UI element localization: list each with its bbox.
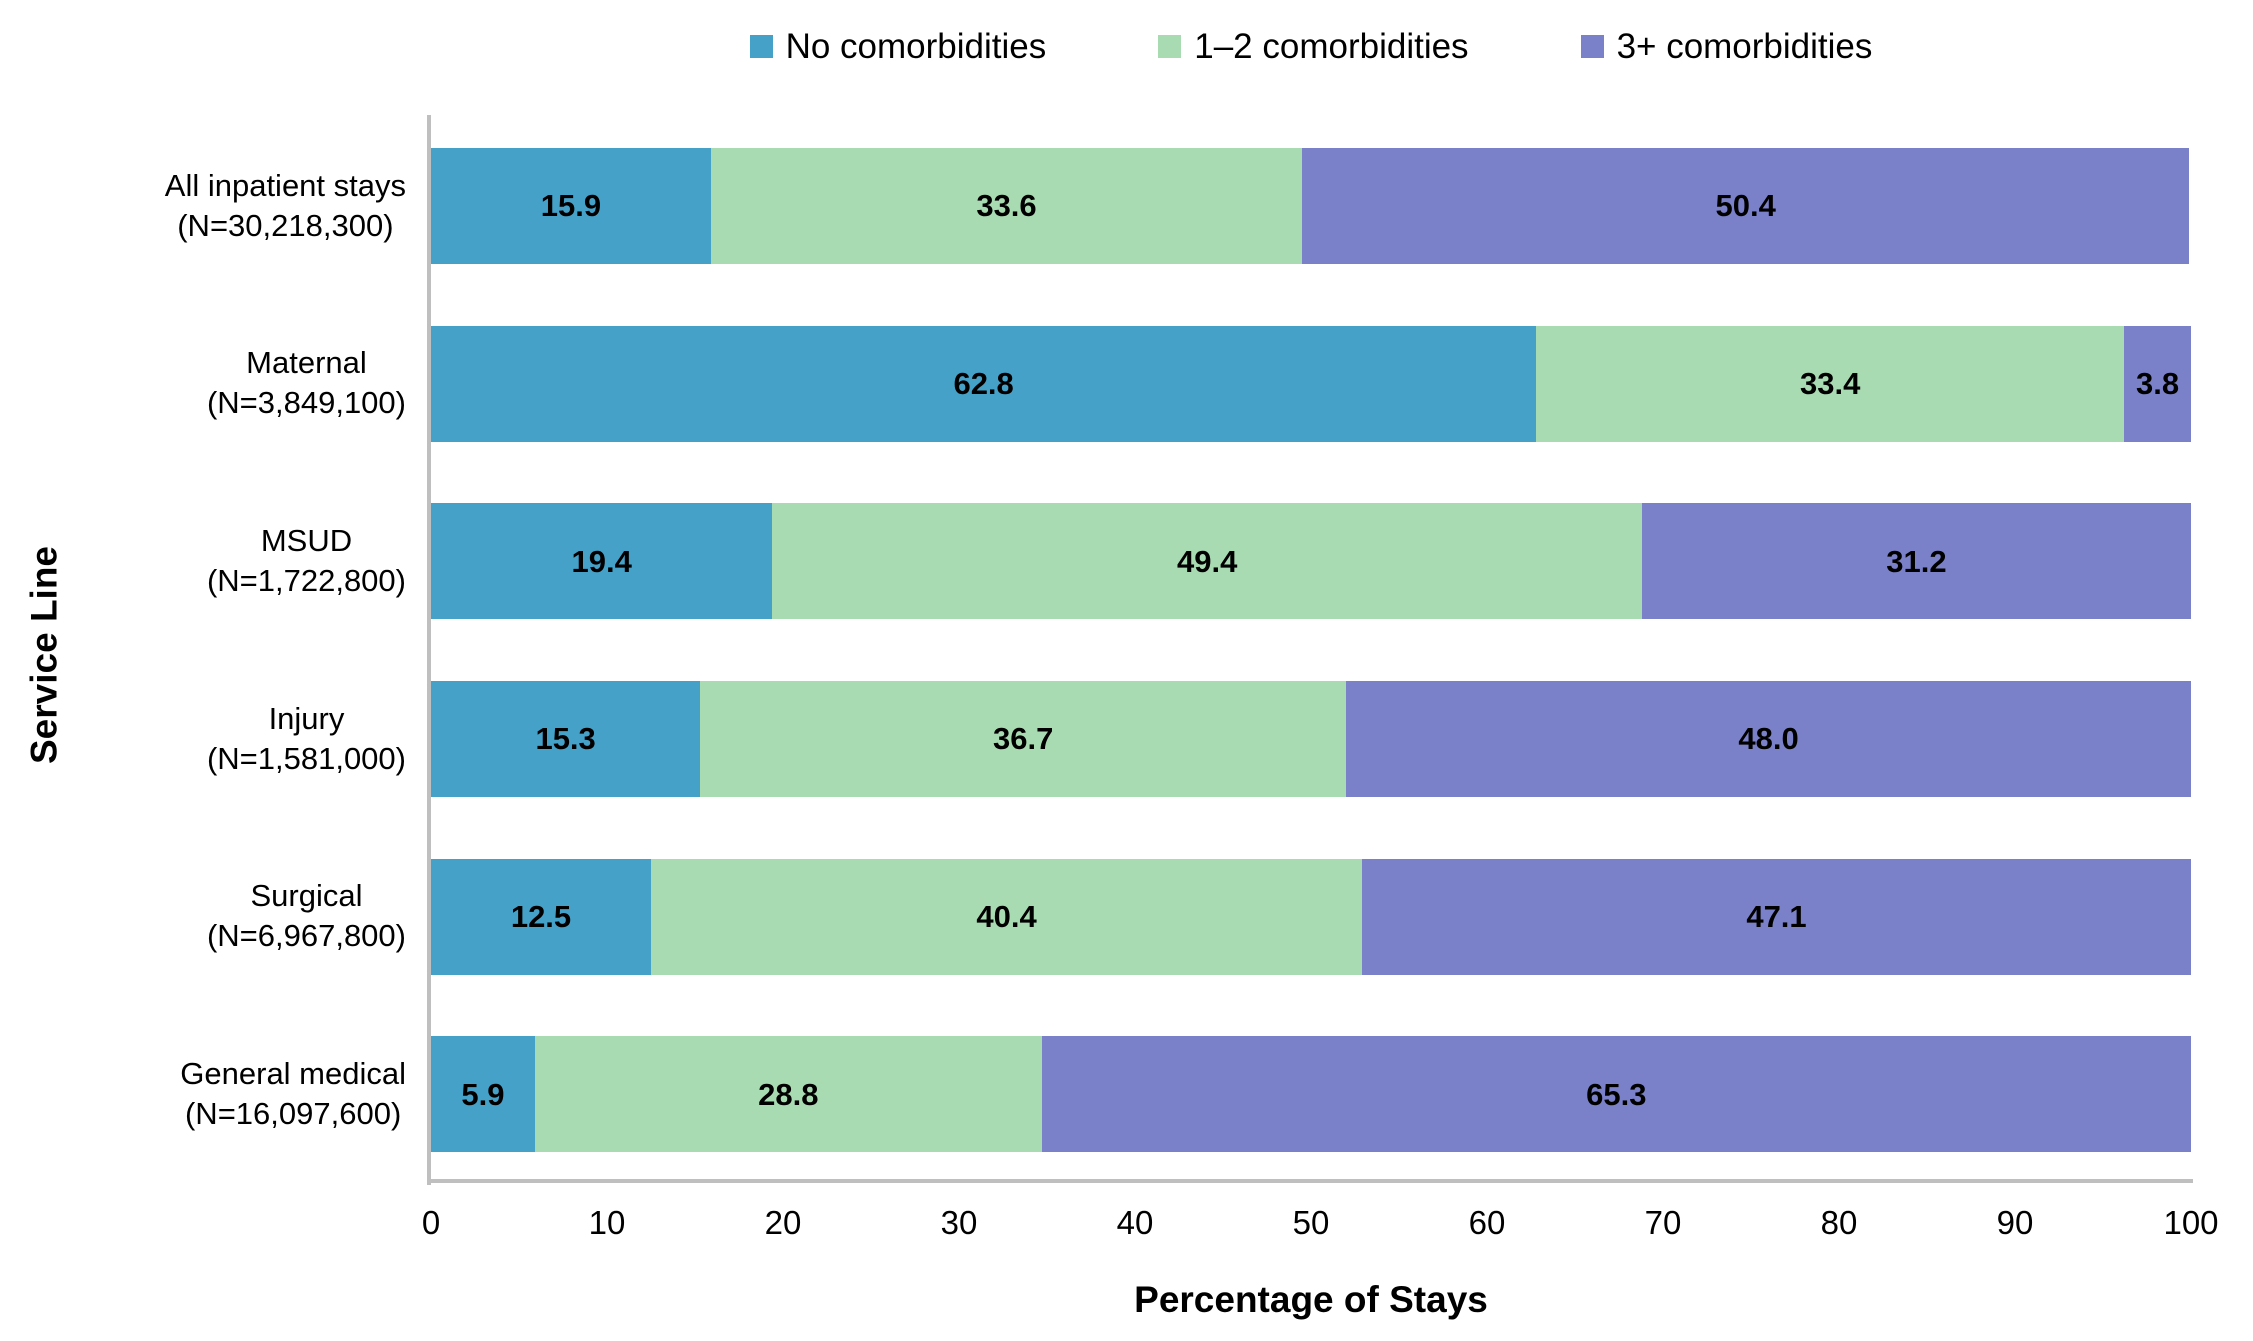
category-label: Injury (N=1,581,000) xyxy=(207,650,406,828)
bar-segment-3+-comorbidities: 50.4 xyxy=(1302,147,2190,264)
segment-value-label: 28.8 xyxy=(758,1076,819,1112)
chart-legend: No comorbidities 1–2 comorbidities 3+ como… xyxy=(431,18,2191,74)
x-tick-label: 0 xyxy=(421,1204,441,1241)
category-n: (N=30,218,300) xyxy=(177,207,394,243)
x-tick-label: 70 xyxy=(1644,1204,1682,1241)
bar-segment-no-comorbidities: 15.3 xyxy=(431,680,701,797)
segment-value-label: 15.9 xyxy=(540,188,602,224)
stacked-bar: 12.5 40.4 47.1 xyxy=(431,858,2191,975)
bar-segment-1-2-comorbidities: 40.4 xyxy=(651,858,1363,975)
y-axis-title: Service Line xyxy=(23,545,65,765)
bar-segment-3+-comorbidities: 65.3 xyxy=(1041,1036,2191,1153)
stacked-bar: 19.4 49.4 31.2 xyxy=(431,503,2191,620)
segment-value-label: 40.4 xyxy=(976,899,1037,934)
segment-value-label: 36.7 xyxy=(993,721,1054,757)
legend-item-label: No comorbidities xyxy=(785,26,1047,66)
segment-value-label: 65.3 xyxy=(1586,1076,1647,1112)
bar-segment-no-comorbidities: 5.9 xyxy=(431,1036,535,1153)
stacked-bar: 15.3 36.7 48.0 xyxy=(431,680,2191,797)
category-n: (N=3,849,100) xyxy=(206,385,406,421)
legend-item-label: 1–2 comorbidities xyxy=(1194,26,1469,66)
segment-value-label: 5.9 xyxy=(461,1076,505,1112)
legend-item-1: 1–2 comorbidities xyxy=(1158,26,1469,66)
stacked-bar: 62.8 33.4 3.8 xyxy=(431,325,2191,442)
x-tick-label: 50 xyxy=(1292,1204,1330,1241)
x-tick-label: 80 xyxy=(1820,1204,1858,1241)
bar-segment-3+-comorbidities: 47.1 xyxy=(1362,858,2191,975)
x-tick-label: 20 xyxy=(764,1204,802,1241)
bar-segment-3+-comorbidities: 31.2 xyxy=(1641,503,2191,620)
x-tick-label: 10 xyxy=(588,1204,626,1241)
stacked-bar: 5.9 28.8 65.3 xyxy=(431,1036,2191,1153)
bar-segment-no-comorbidities: 12.5 xyxy=(431,858,651,975)
category-n: (N=1,581,000) xyxy=(206,740,406,776)
category-label: Surgical (N=6,967,800) xyxy=(207,828,406,1006)
segment-value-label: 19.4 xyxy=(571,543,632,579)
segment-value-label: 47.1 xyxy=(1746,899,1807,934)
legend-item-label: 3+ comorbidities xyxy=(1616,26,1873,66)
legend-item-0: No comorbidities xyxy=(749,26,1047,66)
category-name: Surgical xyxy=(250,878,363,914)
segment-value-label: 33.6 xyxy=(976,188,1037,224)
category-label: Maternal (N=3,849,100) xyxy=(207,295,406,473)
bar-segment-1-2-comorbidities: 33.4 xyxy=(1536,325,2125,442)
x-tick-label: 30 xyxy=(940,1204,978,1241)
category-label: All inpatient stays (N=30,218,300) xyxy=(165,117,406,295)
segment-value-label: 49.4 xyxy=(1176,543,1238,579)
category-label: General medical (N=16,097,600) xyxy=(180,1005,406,1183)
legend-item-2: 3+ comorbidities xyxy=(1580,26,1873,66)
bar-segment-1-2-comorbidities: 28.8 xyxy=(534,1036,1042,1153)
category-name: All inpatient stays xyxy=(164,167,406,203)
category-name: Maternal xyxy=(246,345,367,381)
legend-swatch-icon xyxy=(1158,34,1182,58)
legend-swatch-icon xyxy=(749,34,773,58)
segment-value-label: 3.8 xyxy=(2135,366,2180,401)
x-tick-label: 90 xyxy=(1996,1204,2034,1241)
bar-segment-no-comorbidities: 15.9 xyxy=(431,147,711,264)
bar-segment-3+-comorbidities: 48.0 xyxy=(1346,680,2191,797)
segment-value-label: 48.0 xyxy=(1738,721,1799,757)
category-name: MSUD xyxy=(260,523,353,559)
bar-segment-3+-comorbidities: 3.8 xyxy=(2124,325,2191,442)
x-axis-title: Percentage of Stays xyxy=(1134,1279,1488,1320)
category-name: Injury xyxy=(268,700,345,736)
legend-swatch-icon xyxy=(1580,34,1604,58)
segment-value-label: 31.2 xyxy=(1886,543,1947,579)
segment-value-label: 62.8 xyxy=(953,366,1014,401)
segment-value-label: 12.5 xyxy=(510,899,572,934)
x-tick-label: 100 xyxy=(2163,1204,2219,1241)
category-n: (N=1,722,800) xyxy=(206,563,406,599)
bar-segment-1-2-comorbidities: 49.4 xyxy=(772,503,1642,620)
category-n: (N=6,967,800) xyxy=(206,918,406,954)
segment-value-label: 33.4 xyxy=(1800,366,1861,401)
category-name: General medical xyxy=(180,1056,406,1092)
segment-value-label: 50.4 xyxy=(1715,188,1776,224)
bar-segment-1-2-comorbidities: 33.6 xyxy=(710,147,1303,264)
x-tick-label: 60 xyxy=(1468,1204,1506,1241)
stacked-bar: 15.9 33.6 50.4 xyxy=(431,147,2191,264)
y-axis-line xyxy=(427,115,431,1185)
x-tick-label: 40 xyxy=(1116,1204,1154,1241)
bar-segment-no-comorbidities: 62.8 xyxy=(431,325,1537,442)
category-n: (N=16,097,600) xyxy=(184,1096,402,1132)
x-axis-line xyxy=(427,1179,2193,1183)
bar-segment-1-2-comorbidities: 36.7 xyxy=(700,680,1347,797)
segment-value-label: 15.3 xyxy=(535,721,596,757)
bar-segment-no-comorbidities: 19.4 xyxy=(431,503,773,620)
category-label: MSUD (N=1,722,800) xyxy=(207,472,406,650)
